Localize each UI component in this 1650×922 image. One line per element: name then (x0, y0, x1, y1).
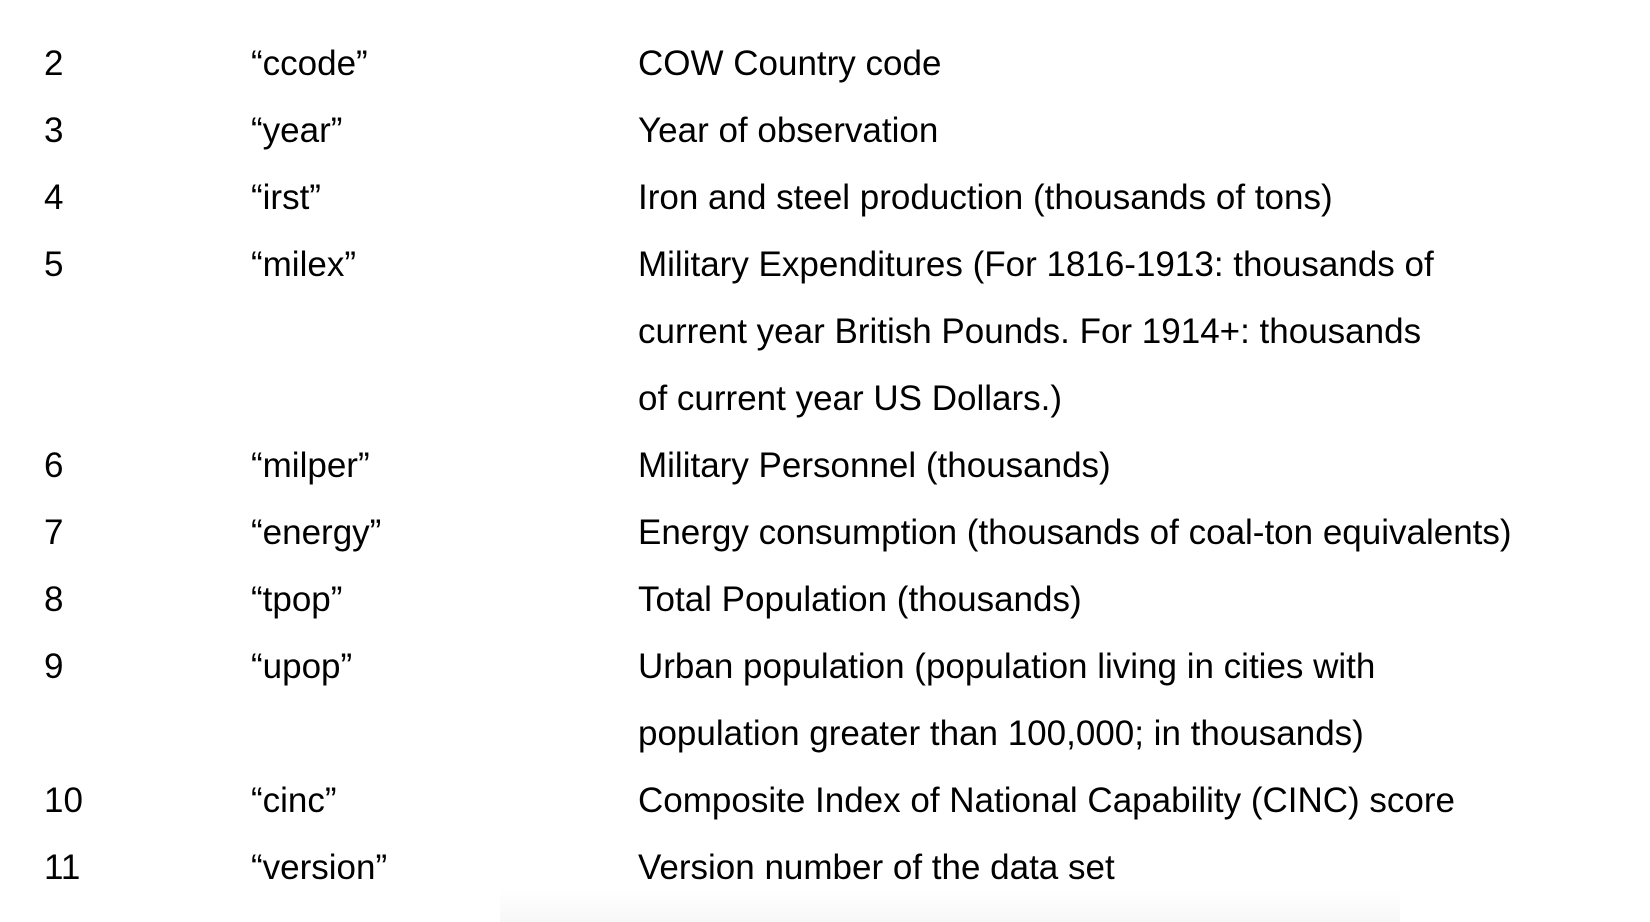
description-line: Energy consumption (thousands of coal-to… (638, 513, 1512, 552)
description-line: Total Population (thousands) (638, 580, 1082, 619)
description-line: Iron and steel production (thousands of … (638, 178, 1333, 217)
variable-name: “year” (251, 111, 343, 150)
variable-description: Total Population (thousands) (638, 566, 1638, 633)
page-edge-shadow (500, 890, 1400, 922)
description-line: current year British Pounds. For 1914+: … (638, 312, 1422, 351)
description-line: Urban population (population living in c… (638, 647, 1376, 686)
variable-description: Urban population (population living in c… (638, 633, 1638, 767)
variable-name: “upop” (251, 647, 353, 686)
row-number: 7 (44, 513, 64, 552)
description-line: COW Country code (638, 44, 942, 83)
variable-description: Military Expenditures (For 1816-1913: th… (638, 231, 1638, 432)
description-line: Military Personnel (thousands) (638, 446, 1111, 485)
variable-description: Iron and steel production (thousands of … (638, 164, 1638, 231)
variable-name: “tpop” (251, 580, 343, 619)
description-line: Year of observation (638, 111, 939, 150)
description-line: Composite Index of National Capability (… (638, 781, 1455, 820)
variable-name: “version” (251, 848, 388, 887)
row-number: 6 (44, 446, 64, 485)
description-line: Version number of the data set (638, 848, 1115, 887)
variable-name: “milex” (251, 245, 356, 284)
variable-name: “milper” (251, 446, 370, 485)
variable-name: “cinc” (251, 781, 337, 820)
description-line: population greater than 100,000; in thou… (638, 714, 1364, 753)
variable-name: “ccode” (251, 44, 368, 83)
variable-description: COW Country code (638, 30, 1638, 97)
variable-description: Composite Index of National Capability (… (638, 767, 1638, 834)
row-number: 8 (44, 580, 64, 619)
row-number: 11 (44, 848, 81, 887)
variable-description: Energy consumption (thousands of coal-to… (638, 499, 1638, 566)
variable-name: “energy” (251, 513, 382, 552)
row-number: 4 (44, 178, 64, 217)
row-number: 5 (44, 245, 64, 284)
variable-description: Year of observation (638, 97, 1638, 164)
description-line: of current year US Dollars.) (638, 379, 1063, 418)
row-number: 9 (44, 647, 64, 686)
variable-name: “irst” (251, 178, 321, 217)
description-line: Military Expenditures (For 1816-1913: th… (638, 245, 1434, 284)
row-number: 3 (44, 111, 64, 150)
variable-description: Version number of the data set (638, 834, 1638, 901)
row-number: 10 (44, 781, 83, 820)
variable-description: Military Personnel (thousands) (638, 432, 1638, 499)
row-number: 2 (44, 44, 64, 83)
